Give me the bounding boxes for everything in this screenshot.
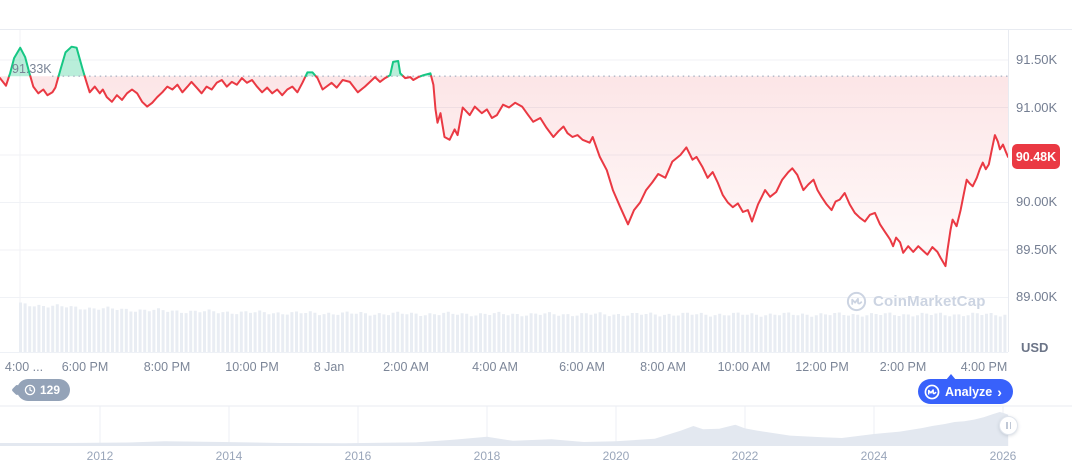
currency-unit-label: USD [1021,340,1049,355]
time-axis-tick-label: 8:00 AM [640,360,686,374]
plot-bottom-border [0,352,1008,353]
time-axis-tick-label: 10:00 AM [717,360,771,374]
year-tick-label: 2026 [989,449,1017,463]
top-border [0,29,1072,30]
time-axis-tick-label: 6:00 PM [61,360,109,374]
area-fill-below-open [84,76,306,107]
price-line-segment [314,75,390,94]
year-tick-label: 2018 [473,449,501,463]
history-count-badge[interactable]: 129 [17,379,71,401]
price-line-segment [29,75,60,97]
price-line-segment [0,75,11,87]
year-tick-label: 2020 [602,449,630,463]
year-tick-label: 2024 [860,449,888,463]
y-axis-tick-label: 91.50K [1016,52,1058,67]
time-axis-tick-label: 12:00 PM [795,360,849,374]
current-price-badge: 90.48K [1012,144,1060,169]
analyze-button[interactable]: Analyze › [918,374,1013,404]
price-line-segment [419,72,433,78]
coinmarketcap-watermark: CoinMarketCap [846,291,986,312]
time-axis-tick-label: 4:00 PM [960,360,1008,374]
time-axis-tick-label: 4:00 AM [472,360,518,374]
price-line-segment [387,60,405,78]
y-axis-tick-label: 91.00K [1016,99,1058,115]
minimap-area [0,412,1009,446]
area-fill-below-open [0,76,10,86]
clock-icon [24,384,36,396]
area-fill-below-open [431,76,1008,267]
area-fill-above-open [9,47,31,77]
time-axis-tick-label: 4:00 ... [4,360,44,374]
range-selector-minimap[interactable] [0,405,1072,447]
price-line-segment [8,46,32,78]
time-axis-tick-label: 8 Jan [313,360,345,374]
analyze-label: Analyze [945,384,993,399]
watermark-text: CoinMarketCap [873,293,986,310]
y-axis-tick-label: 89.00K [1016,289,1058,305]
time-axis-tick-label: 2:00 PM [879,360,927,374]
price-line-segment [304,71,317,78]
coinmarketcap-button-icon [924,384,940,399]
axis-separator [1008,29,1009,352]
year-tick-label: 2022 [731,449,759,463]
year-tick-label: 2012 [86,449,114,463]
coinmarketcap-logo-icon [846,291,867,312]
time-axis-tick-label: 10:00 PM [225,360,279,374]
price-line-segment [83,75,307,108]
price-line-segment [57,45,86,78]
price-line-segment [430,75,1008,268]
y-axis-tick-label: 90.00K [1016,194,1058,210]
time-axis-tick-label: 8:00 PM [143,360,191,374]
history-count: 129 [40,383,61,397]
main-chart-svg[interactable] [0,0,1008,405]
y-axis-tick-label: 89.50K [1016,241,1058,257]
year-tick-label: 2014 [215,449,243,463]
year-tick-label: 2016 [344,449,372,463]
volume-bars [19,302,1007,352]
open-price-label: 91.33K [12,62,52,76]
chevron-right-icon: › [997,383,1002,400]
price-line-segment [402,75,422,81]
time-axis-tick-label: 6:00 AM [559,360,605,374]
time-axis-tick-label: 2:00 AM [383,360,429,374]
range-slider-handle[interactable] [999,416,1018,435]
